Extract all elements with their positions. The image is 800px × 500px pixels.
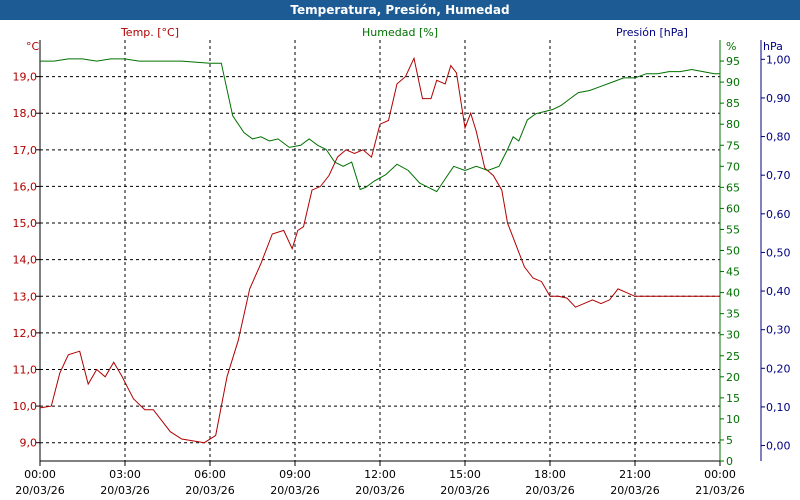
- humidity-tick-label: 85: [726, 97, 740, 110]
- humidity-axis-title: Humedad [%]: [362, 26, 438, 39]
- x-tick-date-label: 20/03/26: [610, 484, 659, 497]
- axes: [36, 40, 765, 466]
- x-tick-time-label: 00:00: [704, 468, 736, 481]
- pressure-axis-title: Presión [hPa]: [616, 26, 688, 39]
- humidity-tick-label: 15: [726, 392, 740, 405]
- humidity-tick-label: 5: [726, 434, 733, 447]
- x-tick-time-label: 21:00: [619, 468, 651, 481]
- temp-tick-label: 9,0: [20, 437, 38, 450]
- temp-tick-label: 18,0: [13, 107, 38, 120]
- temp-tick-label: 19,0: [13, 71, 38, 84]
- pressure-tick-label: 0,20: [766, 362, 791, 375]
- humidity-tick-label: 95: [726, 55, 740, 68]
- x-tick-date-label: 20/03/26: [525, 484, 574, 497]
- humidity-tick-label: 50: [726, 245, 740, 258]
- humidity-tick-label: 80: [726, 118, 740, 131]
- humidity-tick-label: 0: [726, 455, 733, 468]
- humidity-tick-label: 45: [726, 266, 740, 279]
- humidity-tick-label: 40: [726, 287, 740, 300]
- humidity-tick-label: 35: [726, 308, 740, 321]
- temp-tick-label: 13,0: [13, 290, 38, 303]
- pressure-tick-label: 0,50: [766, 246, 791, 259]
- humidity-tick-label: 20: [726, 371, 740, 384]
- data-series: [39, 56, 720, 444]
- humidity-tick-label: 70: [726, 160, 740, 173]
- temp-unit-label: °C: [26, 40, 40, 53]
- pressure-tick-label: 0,60: [766, 208, 791, 221]
- x-tick-time-label: 15:00: [449, 468, 481, 481]
- temp-tick-label: 11,0: [13, 363, 38, 376]
- humidity-tick-label: 30: [726, 329, 740, 342]
- pressure-tick-label: 0,00: [766, 440, 791, 453]
- x-tick-date-label: 20/03/26: [185, 484, 234, 497]
- x-tick-date-label: 20/03/26: [440, 484, 489, 497]
- x-tick-time-label: 03:00: [109, 468, 141, 481]
- temp-tick-label: 16,0: [13, 180, 38, 193]
- humidity-tick-label: 75: [726, 139, 740, 152]
- pressure-tick-label: 0,40: [766, 285, 791, 298]
- x-tick-date-label: 20/03/26: [270, 484, 319, 497]
- humidity-tick-label: 65: [726, 181, 740, 194]
- temp-tick-label: 17,0: [13, 144, 38, 157]
- temp-tick-label: 14,0: [13, 254, 38, 267]
- humidity-series-line: [40, 58, 720, 193]
- temp-tick-label: 12,0: [13, 327, 38, 340]
- x-tick-date-label: 20/03/26: [15, 484, 64, 497]
- pressure-tick-label: 0,80: [766, 131, 791, 144]
- x-tick-time-label: 09:00: [279, 468, 311, 481]
- temp-series-line: [39, 56, 720, 444]
- pressure-tick-label: 0,70: [766, 169, 791, 182]
- pressure-unit-label: hPa: [763, 40, 783, 53]
- pressure-tick-label: 0,90: [766, 92, 791, 105]
- pressure-tick-label: 1,00: [766, 53, 791, 66]
- temp-tick-label: 10,0: [13, 400, 38, 413]
- humidity-unit-label: %: [726, 40, 736, 53]
- chart-title: Temperatura, Presión, Humedad: [0, 0, 800, 20]
- humidity-tick-label: 25: [726, 350, 740, 363]
- grid-lines: [40, 40, 720, 461]
- pressure-tick-label: 0,30: [766, 324, 791, 337]
- humidity-tick-label: 10: [726, 413, 740, 426]
- x-tick-date-label: 20/03/26: [355, 484, 404, 497]
- x-tick-date-label: 20/03/26: [100, 484, 149, 497]
- pressure-tick-label: 0,10: [766, 401, 791, 414]
- humidity-tick-label: 55: [726, 223, 740, 236]
- temp-axis-title: Temp. [°C]: [120, 26, 179, 39]
- humidity-tick-label: 90: [726, 76, 740, 89]
- x-tick-date-label: 21/03/26: [695, 484, 744, 497]
- x-tick-time-label: 18:00: [534, 468, 566, 481]
- temp-tick-label: 15,0: [13, 217, 38, 230]
- humidity-tick-label: 60: [726, 202, 740, 215]
- x-tick-time-label: 00:00: [24, 468, 56, 481]
- x-tick-time-label: 12:00: [364, 468, 396, 481]
- x-tick-time-label: 06:00: [194, 468, 226, 481]
- axis-labels: 00:00 20/03/26 03:00 20/03/26 06:00 20/03/26 0…: [13, 26, 791, 497]
